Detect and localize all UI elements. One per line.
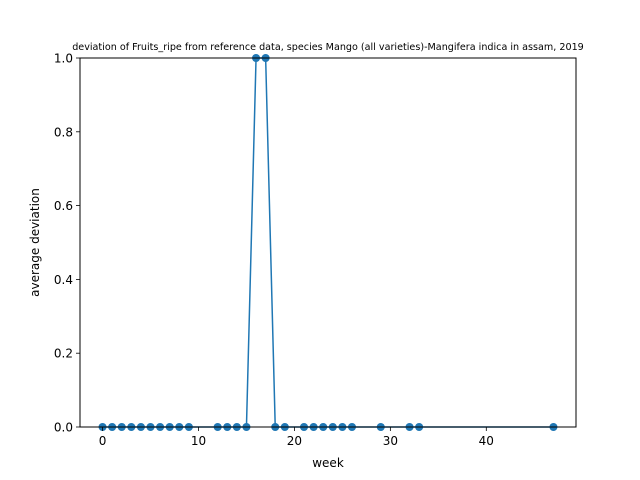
axes-ticks: 0 10 20 30 40 0.0 0.2 0.4 0.6 0.8 1.0 bbox=[54, 52, 494, 449]
y-tick-label: 0.4 bbox=[54, 273, 73, 287]
x-axis-label: week bbox=[312, 456, 344, 470]
x-tick-label: 0 bbox=[99, 434, 107, 448]
y-tick-label: 0.6 bbox=[54, 199, 73, 213]
plot-frame bbox=[79, 57, 577, 428]
y-tick-label: 1.0 bbox=[54, 52, 73, 66]
y-tick-label: 0.0 bbox=[54, 421, 73, 435]
x-tick-label: 10 bbox=[191, 434, 206, 448]
y-tick-label: 0.8 bbox=[54, 125, 73, 139]
x-tick-label: 20 bbox=[287, 434, 302, 448]
y-axis-label: average deviation bbox=[28, 188, 42, 297]
x-tick-label: 40 bbox=[479, 434, 494, 448]
x-tick-label: 30 bbox=[383, 434, 398, 448]
chart-title: deviation of Fruits_ripe from reference … bbox=[72, 42, 584, 53]
y-tick-label: 0.2 bbox=[54, 347, 73, 361]
